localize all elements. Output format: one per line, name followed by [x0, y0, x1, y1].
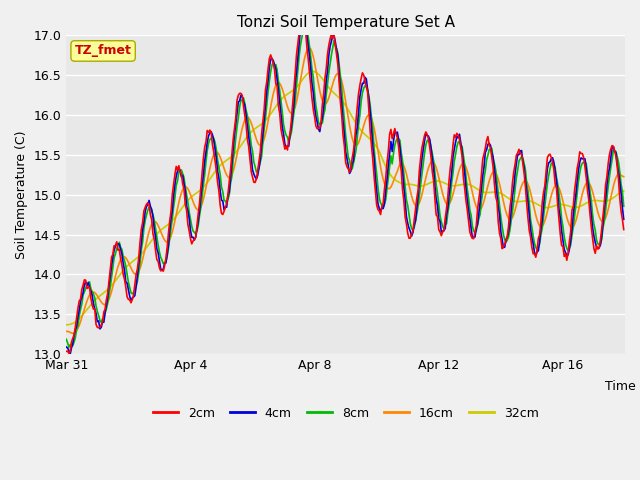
X-axis label: Time: Time [605, 380, 636, 393]
Legend: 2cm, 4cm, 8cm, 16cm, 32cm: 2cm, 4cm, 8cm, 16cm, 32cm [148, 402, 543, 425]
Title: Tonzi Soil Temperature Set A: Tonzi Soil Temperature Set A [237, 15, 454, 30]
Y-axis label: Soil Temperature (C): Soil Temperature (C) [15, 131, 28, 259]
Text: TZ_fmet: TZ_fmet [75, 45, 132, 58]
